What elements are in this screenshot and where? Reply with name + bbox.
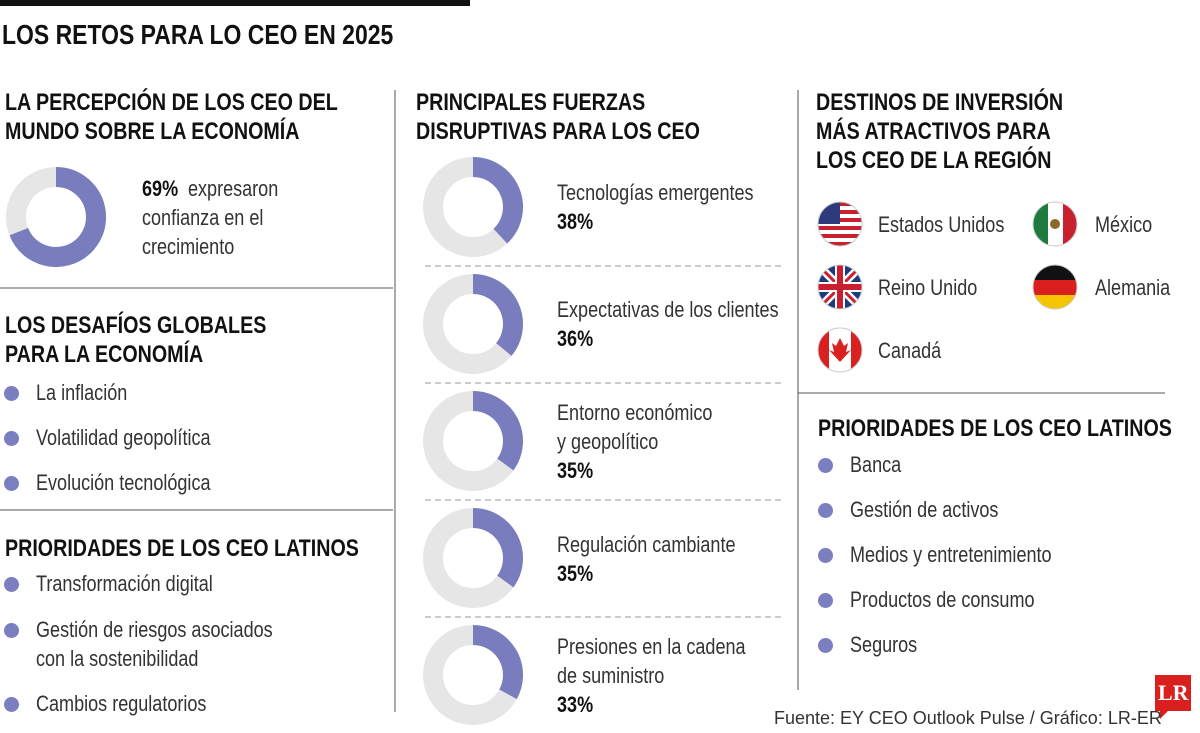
section-title: LOS CEO DE LA REGIÓN bbox=[816, 147, 1052, 174]
title: LOS RETOS PARA LO CEO EN 2025 bbox=[2, 19, 394, 50]
section-title: LOS DESAFÍOS GLOBALES bbox=[5, 312, 267, 339]
bullet-text: con la sostenibilidad bbox=[36, 646, 199, 671]
percent-label: 35% bbox=[557, 458, 594, 483]
bullet-text: Gestión de activos bbox=[850, 497, 999, 522]
percent-label: 33% bbox=[557, 692, 594, 717]
bullet-text: Gestión de riesgos asociados bbox=[36, 617, 273, 642]
bullet bbox=[4, 623, 19, 638]
percent-label: 36% bbox=[557, 326, 594, 351]
bullet bbox=[4, 431, 19, 446]
bullet bbox=[818, 548, 833, 563]
section-title: PRIORIDADES DE LOS CEO LATINOS bbox=[5, 535, 359, 562]
force-label: Regulación cambiante bbox=[557, 532, 736, 557]
bullet bbox=[818, 503, 833, 518]
description: crecimiento bbox=[142, 234, 235, 259]
donut-arc bbox=[472, 274, 523, 356]
force-label: de suministro bbox=[557, 663, 665, 688]
bullet bbox=[818, 593, 833, 608]
logo-text: LR bbox=[1158, 680, 1189, 705]
country: Canadá bbox=[878, 338, 942, 363]
section-title: DISRUPTIVAS PARA LOS CEO bbox=[416, 118, 700, 145]
bullet-text: Cambios regulatorios bbox=[36, 691, 207, 716]
section-title: PRIORIDADES DE LOS CEO LATINOS bbox=[818, 415, 1172, 442]
country: Reino Unido bbox=[878, 275, 978, 300]
donut-arc bbox=[472, 157, 523, 244]
force-label: y geopolítico bbox=[557, 429, 659, 454]
country: México bbox=[1095, 212, 1153, 237]
section-title: PRINCIPALES FUERZAS bbox=[416, 89, 646, 116]
dividers bbox=[0, 90, 1165, 712]
bullet-text: Productos de consumo bbox=[850, 587, 1035, 612]
force-label: Entorno económico bbox=[557, 400, 713, 425]
description: confianza en el bbox=[142, 205, 264, 230]
section-title: MÁS ATRACTIVOS PARA bbox=[816, 118, 1051, 145]
bullet bbox=[818, 458, 833, 473]
description: expresaron bbox=[188, 176, 279, 201]
bullet-text: Banca bbox=[850, 452, 902, 477]
source: Fuente: EY CEO Outlook Pulse / Gráfico: … bbox=[774, 708, 1162, 728]
section-title: MUNDO SOBRE LA ECONOMÍA bbox=[5, 118, 300, 145]
donut-arc bbox=[472, 625, 523, 700]
bullet bbox=[4, 697, 19, 712]
section-title: DESTINOS DE INVERSIÓN bbox=[816, 89, 1064, 116]
force-label: Presiones en la cadena bbox=[557, 634, 746, 659]
donut-arc bbox=[472, 391, 523, 471]
bullet-text: Evolución tecnológica bbox=[36, 470, 211, 495]
flags bbox=[817, 201, 1078, 373]
top-bar bbox=[0, 0, 470, 6]
section-title: PARA LA ECONOMÍA bbox=[5, 341, 204, 368]
percent-label: 69% bbox=[142, 176, 179, 201]
force-label: Expectativas de los clientes bbox=[557, 297, 779, 322]
bullet bbox=[4, 476, 19, 491]
bullet-text: Medios y entretenimiento bbox=[850, 542, 1052, 567]
country: Estados Unidos bbox=[878, 212, 1005, 237]
percent-label: 38% bbox=[557, 209, 594, 234]
donut-arc bbox=[472, 508, 523, 588]
section-title: LA PERCEPCIÓN DE LOS CEO DEL bbox=[5, 89, 338, 116]
bullet-text: Volatilidad geopolítica bbox=[36, 425, 211, 450]
bullet bbox=[4, 577, 19, 592]
country: Alemania bbox=[1095, 275, 1171, 300]
bullet bbox=[818, 638, 833, 653]
bullet-text: Seguros bbox=[850, 632, 918, 657]
bullet bbox=[4, 386, 19, 401]
force-label: Tecnologías emergentes bbox=[557, 180, 754, 205]
donut-arc bbox=[9, 167, 106, 267]
bullet-text: Transformación digital bbox=[36, 571, 213, 596]
percent-label: 35% bbox=[557, 561, 594, 586]
logo bbox=[1155, 675, 1191, 719]
bullet-text: La inflación bbox=[36, 380, 128, 405]
